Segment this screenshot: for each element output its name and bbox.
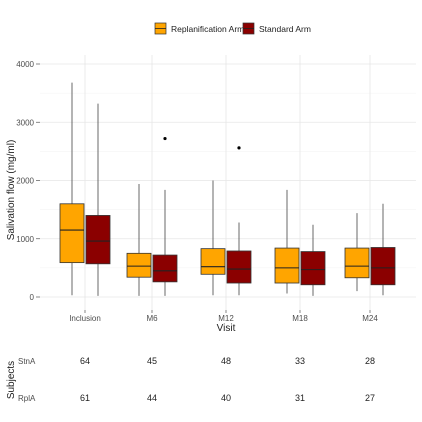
grid-lines [40,55,416,310]
table-row-label: RplA [18,394,36,403]
box-replanification-inclusion [59,82,85,296]
table-cell: 45 [147,356,157,366]
y-tick-label: 3000 [16,118,34,127]
box-standard-m18 [300,224,326,296]
box-body [274,247,300,284]
x-axis-ticks: Inclusion M6 M12 M18 M24 [69,310,378,323]
y-tick-label: 0 [30,293,35,302]
x-tick-label: M6 [146,314,158,323]
box-replanification-m24 [344,213,370,292]
box-standard-m12 [226,146,252,296]
box-body [226,250,252,284]
table-cell: 64 [80,356,90,366]
box-body [344,247,370,279]
table-cell: 44 [147,393,157,403]
box-standard-inclusion [85,103,111,296]
box-replanification-m6 [126,183,152,296]
subjects-table: StnA 64 45 48 33 28 RplA 61 44 40 31 27 [18,356,375,403]
box-body [152,254,178,283]
y-axis-ticks: 0 1000 2000 3000 4000 [16,60,40,302]
y-tick-label: 2000 [16,177,34,186]
y-tick-label: 4000 [16,60,34,69]
y-tick-label: 1000 [16,235,34,244]
legend: Replanification Arm Standard Arm [154,22,311,35]
table-cell: 28 [365,356,375,366]
subjects-table-title: Subjects [6,361,17,399]
box-standard-m6 [152,136,178,296]
table-cell: 48 [221,356,231,366]
table-row-label: StnA [18,357,36,366]
box-body [300,251,326,286]
table-cell: 40 [221,393,231,403]
outlier-point [163,136,167,141]
x-tick-label: Inclusion [69,314,101,323]
box-standard-m24 [370,203,396,296]
box-marks [59,82,396,296]
box-replanification-m12 [200,180,226,296]
table-cell: 27 [365,393,375,403]
x-axis-title: Visit [217,323,236,334]
box-body [126,252,152,278]
table-cell: 33 [295,356,305,366]
table-cell: 31 [295,393,305,403]
y-axis-title: Salivation flow (mg/ml) [6,140,17,241]
box-body [59,203,85,264]
legend-label: Standard Arm [259,24,311,34]
table-cell: 61 [80,393,90,403]
x-tick-label: M12 [218,314,234,323]
box-body [200,248,226,275]
box-body [370,247,396,286]
legend-label: Replanification Arm [171,24,244,34]
x-tick-label: M18 [292,314,308,323]
x-tick-label: M24 [362,314,378,323]
box-replanification-m18 [274,189,300,294]
outlier-point [237,146,241,150]
box-body [85,215,111,265]
